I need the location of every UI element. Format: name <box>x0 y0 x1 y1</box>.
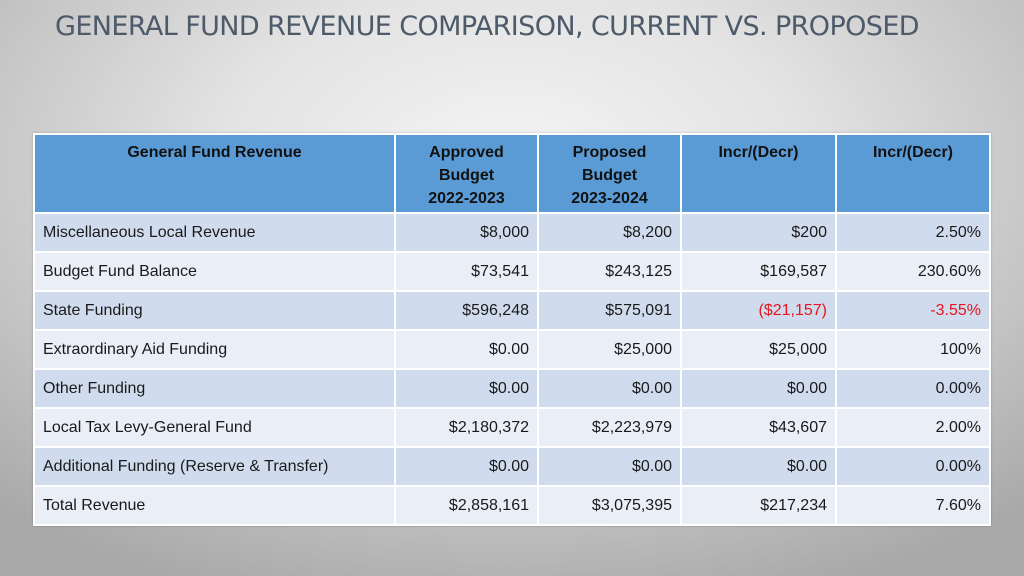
cell-change-percent: -3.55% <box>835 290 991 331</box>
header-line: Approved <box>429 144 504 161</box>
header-line: General Fund Revenue <box>127 144 302 161</box>
table-row: Total Revenue $2,858,161 $3,075,395 $217,23… <box>33 485 991 526</box>
table-row: Budget Fund Balance $73,541 $243,125 $169,5… <box>33 251 991 292</box>
cell-change-amount: $217,234 <box>680 485 837 526</box>
table-row: Additional Funding (Reserve & Transfer) $… <box>33 446 991 487</box>
cell-revenue-source: Local Tax Levy-General Fund <box>33 407 396 448</box>
cell-change-percent: 2.00% <box>835 407 991 448</box>
cell-change-amount: $0.00 <box>680 446 837 487</box>
table-row: Miscellaneous Local Revenue $8,000 $8,200 $… <box>33 212 991 253</box>
table-row: State Funding $596,248 $575,091 ($21,157) -3… <box>33 290 991 331</box>
table-header: General Fund Revenue Approved Budget 202… <box>33 133 991 214</box>
cell-revenue-source: Additional Funding (Reserve & Transfer) <box>33 446 396 487</box>
header-revenue-source: General Fund Revenue <box>33 133 396 214</box>
cell-change-amount: $0.00 <box>680 368 837 409</box>
cell-approved-budget: $0.00 <box>394 368 539 409</box>
cell-approved-budget: $8,000 <box>394 212 539 253</box>
header-change-percent: Incr/(Decr) <box>835 133 991 214</box>
cell-proposed-budget: $0.00 <box>537 446 682 487</box>
cell-revenue-source: Other Funding <box>33 368 396 409</box>
cell-proposed-budget: $25,000 <box>537 329 682 370</box>
header-line: Incr/(Decr) <box>872 144 954 161</box>
cell-change-percent: 7.60% <box>835 485 991 526</box>
header-line: 2022-2023 <box>428 190 505 207</box>
header-line: 2023-2024 <box>571 190 648 207</box>
cell-change-percent: 100% <box>835 329 991 370</box>
cell-proposed-budget: $3,075,395 <box>537 485 682 526</box>
cell-change-percent: 0.00% <box>835 368 991 409</box>
cell-revenue-source: Extraordinary Aid Funding <box>33 329 396 370</box>
header-proposed-budget: Proposed Budget 2023-2024 <box>537 133 682 214</box>
header-approved-budget: Approved Budget 2022-2023 <box>394 133 539 214</box>
slide-title: GENERAL FUND REVENUE COMPARISON, CURRENT… <box>55 11 920 42</box>
cell-change-percent: 2.50% <box>835 212 991 253</box>
header-line: Budget <box>581 167 638 184</box>
header-change-amount: Incr/(Decr) <box>680 133 837 214</box>
cell-revenue-source: Total Revenue <box>33 485 396 526</box>
revenue-comparison-table: General Fund Revenue Approved Budget 202… <box>33 133 991 526</box>
cell-change-amount: $25,000 <box>680 329 837 370</box>
cell-change-percent: 230.60% <box>835 251 991 292</box>
cell-change-amount: $200 <box>680 212 837 253</box>
cell-approved-budget: $2,858,161 <box>394 485 539 526</box>
cell-proposed-budget: $8,200 <box>537 212 682 253</box>
cell-approved-budget: $73,541 <box>394 251 539 292</box>
cell-proposed-budget: $2,223,979 <box>537 407 682 448</box>
cell-change-percent: 0.00% <box>835 446 991 487</box>
header-line: Proposed <box>572 144 647 161</box>
cell-proposed-budget: $0.00 <box>537 368 682 409</box>
table-row: Local Tax Levy-General Fund $2,180,372 $2,… <box>33 407 991 448</box>
header-line: Incr/(Decr) <box>718 144 799 161</box>
cell-approved-budget: $596,248 <box>394 290 539 331</box>
header-line: Budget <box>438 167 495 184</box>
table-row: Other Funding $0.00 $0.00 $0.00 0.00% <box>33 368 991 409</box>
header-row: General Fund Revenue Approved Budget 202… <box>33 133 991 214</box>
table-body: Miscellaneous Local Revenue $8,000 $8,200 $… <box>33 212 991 526</box>
cell-revenue-source: Budget Fund Balance <box>33 251 396 292</box>
cell-approved-budget: $0.00 <box>394 446 539 487</box>
cell-change-amount: ($21,157) <box>680 290 837 331</box>
table-row: Extraordinary Aid Funding $0.00 $25,000 $25… <box>33 329 991 370</box>
cell-proposed-budget: $243,125 <box>537 251 682 292</box>
cell-change-amount: $169,587 <box>680 251 837 292</box>
cell-change-amount: $43,607 <box>680 407 837 448</box>
cell-approved-budget: $0.00 <box>394 329 539 370</box>
cell-proposed-budget: $575,091 <box>537 290 682 331</box>
cell-approved-budget: $2,180,372 <box>394 407 539 448</box>
cell-revenue-source: Miscellaneous Local Revenue <box>33 212 396 253</box>
cell-revenue-source: State Funding <box>33 290 396 331</box>
